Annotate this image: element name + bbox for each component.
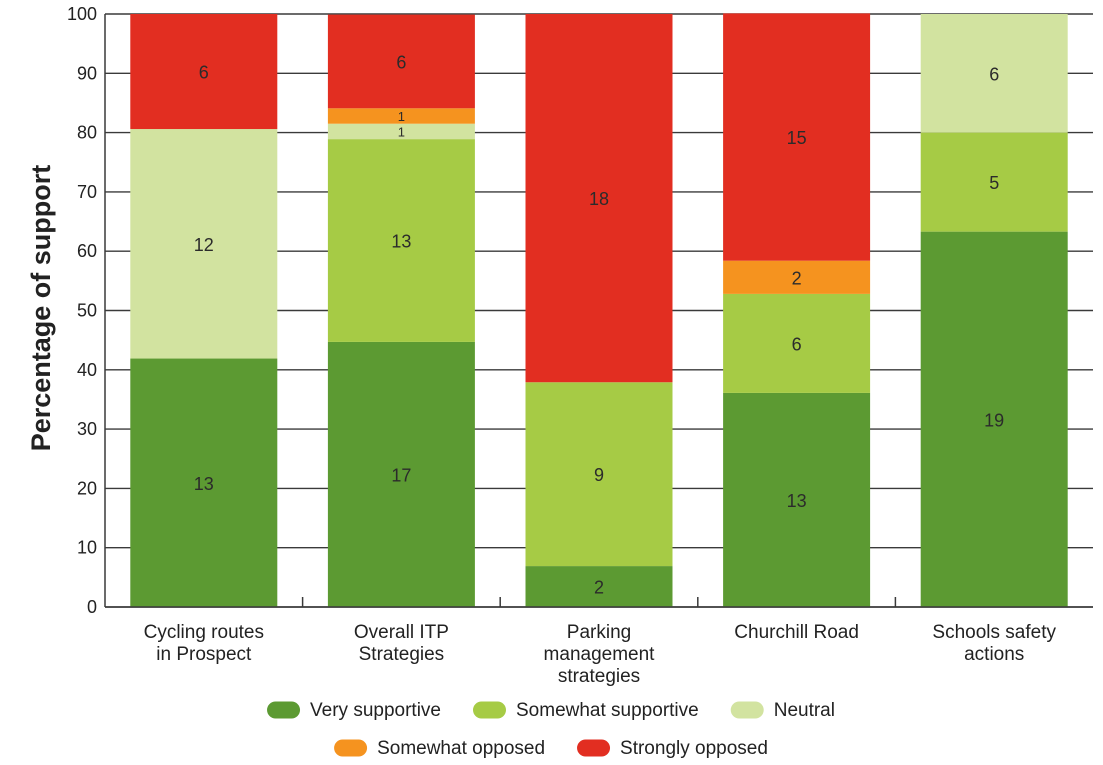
- bar-segment: [327, 14, 475, 109]
- legend: Very supportive Somewhat supportive Neutra…: [267, 700, 835, 759]
- data-label: 19: [984, 410, 1004, 430]
- bar-segment: [920, 132, 1068, 232]
- data-label: 6: [792, 334, 802, 354]
- data-label: 6: [989, 64, 999, 84]
- x-category-label: Overall ITP: [354, 622, 449, 643]
- x-category-label: Strategies: [359, 644, 445, 665]
- legend-swatch: [730, 701, 764, 719]
- bar-segment: [327, 108, 475, 124]
- legend-swatch: [577, 739, 611, 757]
- y-tick-label: 60: [77, 241, 97, 261]
- bar-segment: [130, 14, 278, 130]
- data-label: 2: [792, 268, 802, 288]
- bar-segment: [130, 358, 278, 607]
- x-category-label: Schools safety: [932, 622, 1056, 643]
- y-tick-labels: 0 10 20 30 40 50 60 70 80 90 100: [67, 4, 97, 617]
- data-label: 13: [194, 474, 214, 494]
- x-category-label: actions: [964, 644, 1024, 665]
- y-tick-label: 0: [87, 597, 97, 617]
- data-label: 13: [391, 232, 411, 252]
- data-label: 1: [398, 124, 405, 139]
- y-tick-label: 100: [67, 4, 97, 24]
- legend-label: Strongly opposed: [620, 738, 768, 759]
- y-tick-label: 70: [77, 182, 97, 202]
- data-label: 6: [199, 63, 209, 83]
- data-label: 2: [594, 578, 604, 598]
- bar-segment: [525, 566, 673, 607]
- x-category-label: strategies: [558, 666, 640, 687]
- data-label: 5: [989, 173, 999, 193]
- x-category-label: in Prospect: [156, 644, 252, 665]
- bar-segment: [327, 123, 475, 140]
- x-category-label: Churchill Road: [734, 622, 859, 643]
- legend-swatch: [267, 701, 301, 719]
- data-label: 6: [396, 52, 406, 72]
- bar-segment: [920, 231, 1068, 608]
- data-label: 1: [398, 109, 405, 124]
- data-label: 9: [594, 465, 604, 485]
- y-tick-label: 50: [77, 301, 97, 321]
- legend-label: Very supportive: [310, 700, 441, 721]
- legend-swatch: [473, 701, 506, 719]
- data-label: 17: [391, 465, 411, 485]
- legend-label: Somewhat opposed: [377, 738, 545, 759]
- legend-label: Somewhat supportive: [516, 700, 699, 721]
- x-category-label: Cycling routes: [144, 622, 264, 643]
- data-label: 13: [787, 491, 807, 511]
- bar-segment: [920, 14, 1068, 133]
- x-category-label: Parking: [567, 622, 631, 643]
- bar-segment: [327, 139, 475, 342]
- y-axis-title: Percentage of support: [26, 165, 56, 452]
- y-tick-label: 10: [77, 538, 97, 558]
- bar-segment: [723, 13, 871, 261]
- legend-swatch: [334, 739, 368, 757]
- bar-segment: [723, 392, 871, 607]
- y-tick-label: 90: [77, 63, 97, 83]
- legend-label: Neutral: [774, 700, 835, 721]
- bar-segment: [723, 260, 871, 294]
- y-tick-label: 80: [77, 123, 97, 143]
- data-label: 15: [787, 128, 807, 148]
- bars: 13 12 6 17 13 11 6 2 9 18 13 6 2 15 19 5 6: [130, 13, 1068, 608]
- bar-segment: [723, 293, 871, 393]
- data-label: 12: [194, 235, 214, 255]
- bar-segment: [130, 129, 278, 359]
- x-category-label: management: [544, 644, 656, 665]
- y-tick-label: 20: [77, 478, 97, 498]
- bar-segment: [327, 341, 475, 607]
- bar-segment: [525, 382, 673, 567]
- data-label: 18: [589, 189, 609, 209]
- y-tick-label: 30: [77, 419, 97, 439]
- axes: [104, 14, 1093, 608]
- bar-segment: [525, 14, 673, 383]
- y-tick-label: 40: [77, 360, 97, 380]
